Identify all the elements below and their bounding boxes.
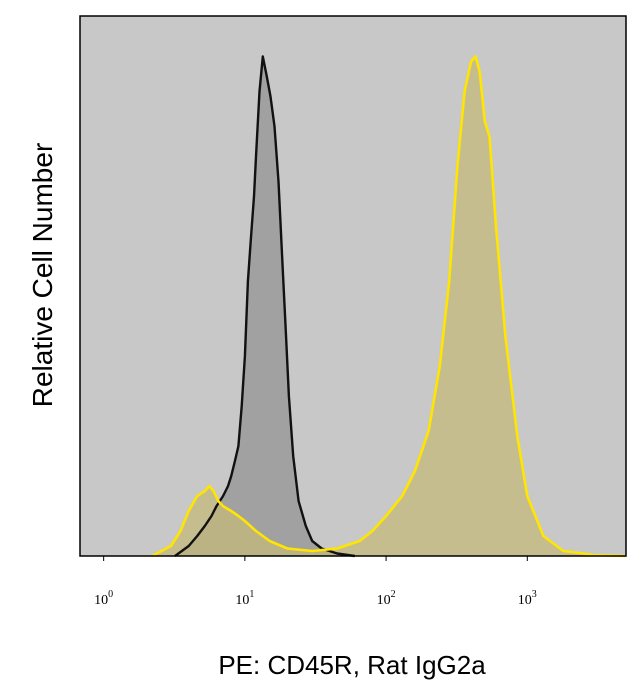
plot-area — [80, 16, 626, 556]
x-axis-label: PE: CD45R, Rat IgG2a — [218, 650, 486, 680]
x-tick-label: 100 — [94, 589, 113, 608]
plot-frame — [79, 15, 627, 557]
cd45r-histogram-fill — [152, 56, 626, 556]
x-tick-label: 102 — [377, 589, 396, 608]
x-tick-label: 103 — [518, 589, 537, 608]
x-tick-label: 101 — [235, 589, 254, 608]
series-layer — [151, 55, 627, 558]
cd45r-histogram-line — [151, 55, 627, 558]
y-axis-label: Relative Cell Number — [27, 143, 58, 408]
x-axis-ticks: 100 101 102 103 — [94, 556, 537, 608]
isotype-histogram-fill — [175, 56, 355, 556]
